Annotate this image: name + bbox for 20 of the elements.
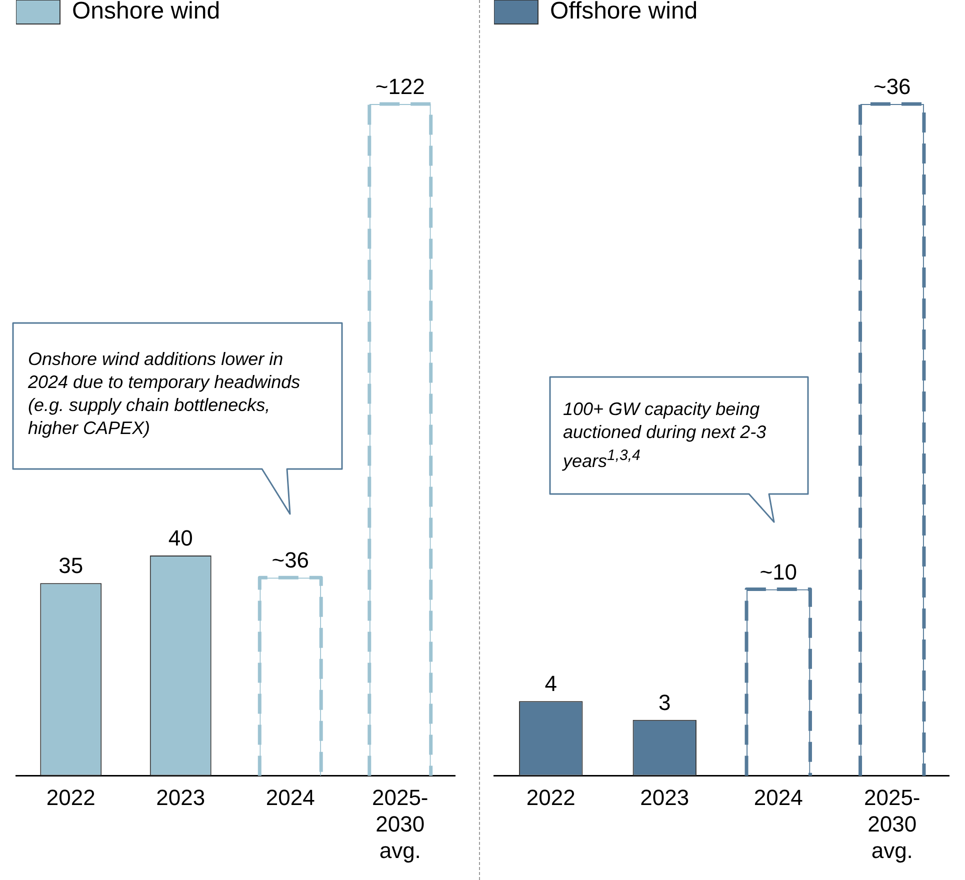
legend-label: Onshore wind bbox=[72, 0, 220, 25]
x-tick-label: 2023 bbox=[156, 785, 206, 810]
x-tick-label: 2025-2030 avg. bbox=[864, 785, 920, 863]
data-label: 35 bbox=[58, 553, 84, 578]
legend-label: Offshore wind bbox=[550, 0, 698, 25]
x-tick-label: 2025-2030 avg. bbox=[372, 785, 428, 863]
x-tick-label: 2024 bbox=[266, 785, 315, 810]
data-label: 40 bbox=[168, 526, 193, 551]
x-tick-label: 2023 bbox=[640, 785, 690, 810]
annotation: 100+ GW capacity being auctioned during next 2-3 years$^{1,3,4}$ bbox=[561, 398, 768, 473]
x-tick-label: 2022 bbox=[526, 785, 576, 810]
annotation: Onshore wind additions lower in 2024 due to temporary headwinds (e.g. supply chain bottlenecks, higher CAPEX) bbox=[27, 348, 302, 440]
data-label: 4 bbox=[544, 671, 557, 696]
data-label: ~36 bbox=[272, 548, 310, 573]
x-tick-label: 2024 bbox=[754, 785, 803, 810]
x-tick-label: 2022 bbox=[46, 785, 96, 810]
data-label: ~10 bbox=[760, 559, 798, 584]
data-label: ~122 bbox=[375, 74, 425, 100]
data-label: 3 bbox=[658, 690, 671, 715]
data-label: ~36 bbox=[873, 74, 911, 100]
